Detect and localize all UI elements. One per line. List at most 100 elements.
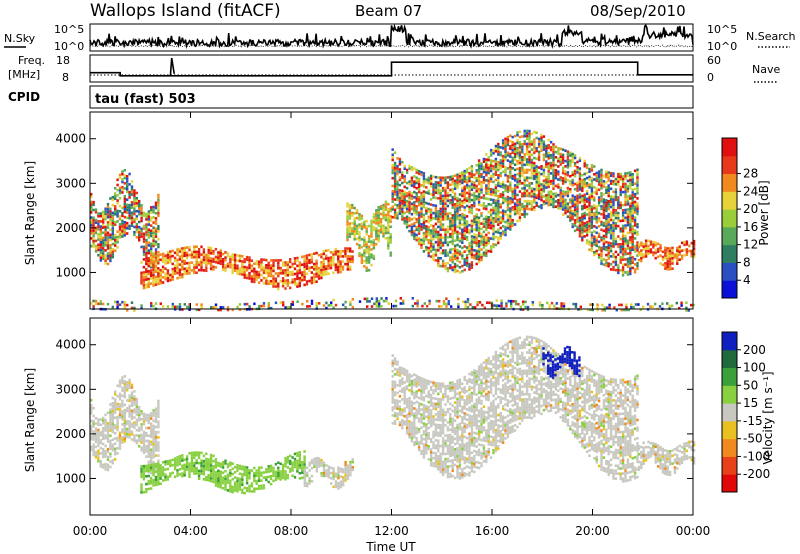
heatmap-cell [296, 272, 299, 275]
heatmap-cell [494, 204, 498, 208]
heatmap-cell [597, 196, 601, 199]
heatmap-cell [111, 404, 114, 408]
heatmap-cell [501, 232, 505, 236]
heatmap-cell [214, 306, 218, 309]
heatmap-cell [605, 207, 608, 210]
heatmap-cell [90, 406, 93, 410]
heatmap-cell [487, 158, 490, 162]
heatmap-cell [441, 225, 445, 229]
heatmap-cell [207, 254, 210, 257]
heatmap-cell [475, 241, 478, 245]
heatmap-cell [402, 299, 405, 303]
heatmap-cell [537, 153, 541, 156]
heatmap-cell [183, 463, 186, 467]
heatmap-cell [363, 265, 366, 268]
heatmap-cell [209, 469, 213, 472]
heatmap-cell [489, 245, 493, 248]
heatmap-cell [465, 170, 469, 174]
heatmap-cell [161, 276, 165, 279]
heatmap-cell [346, 236, 349, 239]
heatmap-cell [188, 470, 191, 473]
heatmap-cell [590, 249, 594, 253]
heatmap-cell [403, 203, 406, 207]
heatmap-cell [422, 226, 426, 230]
heatmap-cell [126, 407, 129, 410]
heatmap-cell [485, 205, 488, 208]
heatmap-cell [253, 302, 256, 306]
heatmap-cell [116, 235, 119, 239]
heatmap-cell [595, 252, 598, 255]
heatmap-cell [451, 180, 454, 183]
heatmap-cell [581, 207, 584, 211]
heatmap-cell [666, 268, 669, 271]
heatmap-cell [578, 185, 582, 189]
heatmap-cell [453, 257, 457, 261]
heatmap-cell [145, 464, 148, 468]
heatmap-cell [590, 218, 594, 222]
colorbar-swatch [722, 138, 737, 157]
heatmap-cell [320, 274, 323, 277]
heatmap-cell [154, 262, 158, 266]
heatmap-cell [181, 255, 184, 258]
heatmap-cell [339, 263, 342, 266]
heatmap-cell [405, 186, 409, 190]
heatmap-cell [513, 194, 517, 198]
heatmap-cell [637, 251, 641, 254]
heatmap-cell [310, 279, 313, 282]
heatmap-cell [130, 180, 134, 183]
heatmap-cell [382, 206, 385, 209]
heatmap-cell [94, 231, 98, 235]
heatmap-cell [367, 245, 371, 249]
heatmap-cell [109, 416, 112, 419]
heatmap-cell [114, 411, 117, 414]
heatmap-cell [159, 279, 162, 282]
heatmap-cell [243, 302, 246, 306]
heatmap-cell [463, 180, 466, 183]
heatmap-cell [104, 212, 107, 216]
heatmap-cell [150, 427, 153, 431]
heatmap-cell [97, 436, 100, 440]
heatmap-cell [305, 256, 309, 260]
heatmap-cell [97, 214, 100, 218]
heatmap-cell [358, 215, 361, 219]
heatmap-cell [145, 244, 148, 247]
heatmap-cell [470, 256, 474, 259]
heatmap-cell [631, 238, 634, 241]
heatmap-cell [477, 182, 481, 186]
heatmap-cell [420, 194, 423, 197]
heatmap-cell [97, 220, 100, 223]
heatmap-cell [403, 216, 406, 220]
heatmap-cell [552, 197, 555, 201]
heatmap-cell [444, 241, 447, 244]
heatmap-cell [181, 265, 184, 268]
heatmap-cell [629, 246, 632, 250]
heatmap-cell [130, 438, 134, 441]
heatmap-cell [456, 176, 459, 179]
heatmap-cell [636, 176, 639, 179]
heatmap-cell [133, 212, 136, 216]
heatmap-cell [489, 187, 493, 191]
heatmap-cell [243, 271, 246, 274]
heatmap-cell [441, 194, 445, 198]
heatmap-cell [257, 260, 261, 264]
heatmap-cell [494, 178, 498, 182]
heatmap-cell [597, 211, 601, 215]
heatmap-cell [504, 145, 507, 148]
heatmap-cell [533, 151, 536, 155]
heatmap-cell [145, 249, 148, 252]
heatmap-cell [554, 150, 558, 154]
heatmap-cell [640, 251, 643, 255]
heatmap-cell [405, 205, 409, 208]
heatmap-cell [130, 211, 134, 214]
heatmap-cell [493, 304, 496, 307]
heatmap-cell [231, 308, 234, 312]
heatmap-cell [329, 256, 333, 259]
heatmap-cell [97, 233, 100, 236]
heatmap-cell [289, 273, 292, 277]
heatmap-cell [478, 301, 482, 304]
heatmap-cell [147, 282, 150, 286]
heatmap-cell [499, 151, 502, 154]
heatmap-cell [142, 433, 146, 436]
heatmap-cell [631, 227, 634, 231]
heatmap-cell [668, 262, 672, 266]
